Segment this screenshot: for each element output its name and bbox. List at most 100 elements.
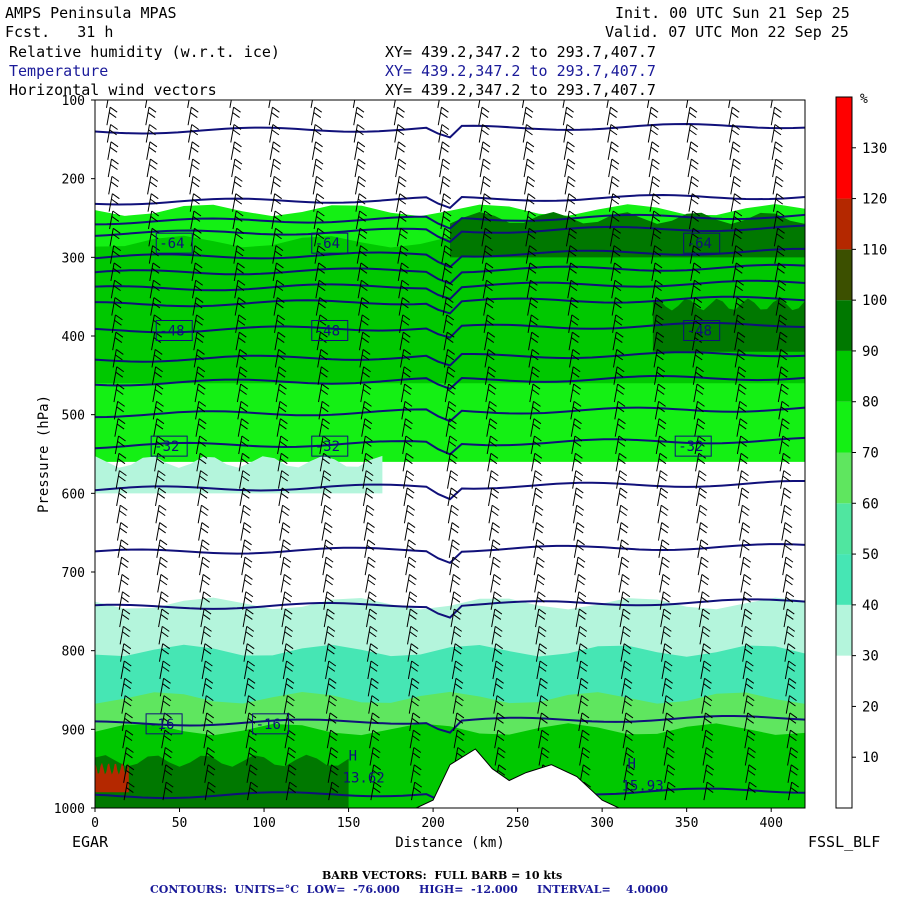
temperature-label-box bbox=[311, 435, 349, 457]
wind-barb-shaft bbox=[694, 418, 699, 437]
wind-barb-shaft bbox=[269, 124, 274, 143]
wind-barb-flag bbox=[621, 539, 629, 546]
wind-barb-flag bbox=[701, 596, 709, 603]
wind-barb-shaft bbox=[232, 228, 238, 247]
wind-barb-shaft bbox=[492, 660, 497, 680]
wind-barb-flag bbox=[741, 544, 750, 551]
wind-barb-flag bbox=[280, 435, 289, 442]
wind-barb-flag bbox=[411, 700, 419, 707]
wind-barb-shaft bbox=[397, 262, 402, 282]
wind-barb-flag bbox=[571, 354, 580, 361]
wind-barb-flag bbox=[396, 112, 404, 118]
wind-barb-flag bbox=[538, 665, 547, 672]
wind-barb-shaft bbox=[621, 695, 626, 714]
x-tick-label: 150 bbox=[337, 816, 360, 831]
wind-barb-shaft bbox=[478, 124, 484, 143]
wind-barb-flag bbox=[705, 769, 714, 776]
wind-barb-flag bbox=[626, 787, 635, 793]
wind-barb-shaft bbox=[316, 314, 321, 333]
wind-barb-flag bbox=[116, 366, 125, 373]
colorbar-band bbox=[836, 249, 852, 301]
wind-barb-flag bbox=[124, 695, 133, 702]
wind-barb-shaft bbox=[740, 574, 745, 593]
wind-barb-shaft bbox=[357, 262, 362, 282]
wind-barb-flag bbox=[774, 90, 781, 95]
wind-barb-shaft bbox=[576, 660, 582, 680]
wind-barb-flag bbox=[246, 608, 254, 615]
field-xy-temperature: XY= 439.2,347.2 to 293.7,407.7 bbox=[385, 62, 656, 80]
wind-barb-shaft bbox=[270, 176, 275, 195]
wind-barb-flag bbox=[364, 440, 372, 447]
wind-barb-flag bbox=[482, 124, 490, 130]
wind-barb-flag bbox=[371, 677, 379, 684]
wind-barb-flag bbox=[120, 562, 128, 568]
wind-barb-shaft bbox=[121, 712, 127, 731]
colorbar-band bbox=[836, 604, 852, 656]
wind-barb-flag bbox=[786, 614, 794, 620]
wind-barb-shaft bbox=[162, 764, 167, 783]
wind-barb-flag bbox=[368, 631, 377, 638]
wind-barb-shaft bbox=[662, 712, 668, 731]
wind-barb-flag bbox=[193, 193, 201, 200]
wind-barb-flag bbox=[748, 787, 756, 793]
wind-barb-shaft bbox=[536, 660, 541, 680]
wind-barb-flag bbox=[206, 729, 215, 736]
wind-barb-flag bbox=[615, 371, 624, 378]
wind-barb-flag bbox=[622, 574, 630, 580]
wind-barb-flag bbox=[486, 319, 494, 326]
wind-barb-flag bbox=[774, 124, 783, 130]
wind-barb-flag bbox=[363, 406, 371, 413]
wind-barb-shaft bbox=[312, 176, 317, 195]
wind-barb-flag bbox=[702, 625, 711, 632]
wind-barb-shaft bbox=[197, 505, 202, 524]
wind-barb-flag bbox=[192, 216, 201, 222]
wind-barb-flag bbox=[448, 400, 457, 407]
wind-barb-shaft bbox=[613, 366, 618, 385]
wind-barb-shaft bbox=[614, 418, 619, 437]
wind-barb-flag bbox=[314, 106, 323, 113]
wind-barb-flag bbox=[699, 544, 708, 551]
wind-barb-flag bbox=[198, 418, 207, 425]
wind-barb-flag bbox=[249, 764, 258, 771]
wind-barb-flag bbox=[444, 227, 452, 234]
wind-barb-flag bbox=[366, 504, 375, 511]
wind-barb-shaft bbox=[609, 210, 614, 230]
colorbar-band bbox=[836, 401, 852, 453]
wind-barb-shaft bbox=[120, 643, 125, 662]
wind-barb-shaft bbox=[535, 608, 540, 628]
wind-barb-shaft bbox=[114, 418, 119, 437]
wind-barb-flag bbox=[579, 625, 588, 632]
wind-barb-shaft bbox=[700, 660, 705, 680]
wind-barb-flag bbox=[578, 614, 586, 620]
wind-barb-flag bbox=[483, 198, 491, 205]
wind-barb-flag bbox=[358, 175, 367, 182]
wind-barb-shaft bbox=[407, 660, 413, 680]
wind-barb-flag bbox=[449, 475, 458, 482]
wind-barb-flag bbox=[537, 631, 546, 638]
wind-barb-shaft bbox=[447, 470, 452, 489]
wind-barb-shaft bbox=[658, 557, 664, 576]
wind-barb-shaft bbox=[281, 626, 287, 645]
wind-barb-flag bbox=[736, 297, 745, 303]
rh-layer bbox=[450, 212, 805, 258]
wind-barb-flag bbox=[194, 285, 203, 292]
wind-barb-flag bbox=[317, 227, 326, 234]
wind-barb-flag bbox=[697, 458, 706, 465]
wind-barb-flag bbox=[160, 574, 169, 580]
wind-barb-flag bbox=[370, 643, 378, 650]
wind-barb-shaft bbox=[394, 124, 399, 143]
wind-barb-shaft bbox=[240, 539, 246, 558]
wind-barb-flag bbox=[273, 175, 282, 182]
wind-barb-flag bbox=[743, 596, 751, 603]
wind-barb-shaft bbox=[782, 574, 787, 593]
wind-barb-flag bbox=[783, 527, 792, 534]
wind-barb-shaft bbox=[784, 660, 790, 680]
wind-barb-shaft bbox=[443, 332, 448, 351]
wind-barb-shaft bbox=[196, 453, 201, 472]
wind-barb-flag bbox=[619, 452, 627, 459]
colorbar-band bbox=[836, 503, 852, 555]
wind-barb-flag bbox=[695, 389, 704, 395]
wind-barb-shaft bbox=[781, 539, 787, 558]
wind-barb-flag bbox=[157, 492, 166, 499]
wind-barb-flag bbox=[326, 631, 335, 638]
